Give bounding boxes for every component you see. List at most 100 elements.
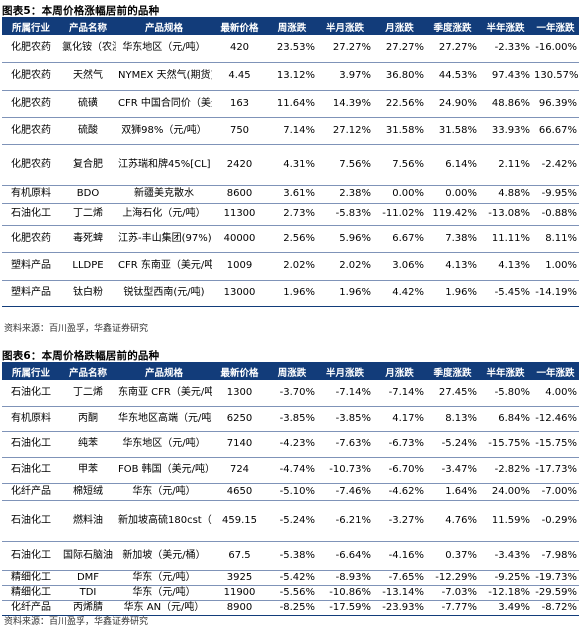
cell-q: 6.14% [426,144,479,186]
column-header: 半年涨跌 [479,363,532,380]
cell-q: 24.90% [426,90,479,118]
cell-w: 7.14% [267,117,317,145]
cell-hm: 3.97% [317,62,373,91]
cell-spec: FOB 韩国（美元/吨） [116,457,212,484]
table-row: 精细化工 TDI 华东（元/吨） 11900 -5.56% -10.86% -13.14% -… [2,585,579,601]
table-row: 化纤产品 棉短绒 华东（元/吨） 4650 -5.10% -7.46% -4.62% 1.64… [2,483,579,501]
cell-price: 40000 [212,225,267,253]
cell-y: -16.00% [532,35,579,63]
cell-w: -5.24% [267,500,317,542]
cell-industry: 化纤产品 [2,483,60,501]
cell-hm: -17.59% [317,600,373,616]
cell-hm: -10.73% [317,457,373,484]
column-header: 周涨跌 [267,18,317,35]
cell-q: 4.76% [426,500,479,542]
cell-industry: 化肥农药 [2,144,60,186]
cell-hm: 2.38% [317,185,373,204]
cell-q: 0.37% [426,541,479,571]
cell-product: 天然气 [60,62,116,91]
table1-title: 图表5：本周价格涨幅居前的品种 [2,5,160,17]
column-header: 产品规格 [116,363,212,380]
cell-industry: 化肥农药 [2,35,60,63]
cell-w: -3.85% [267,406,317,432]
cell-hy: 2.11% [479,144,532,186]
cell-price: 11300 [212,203,267,226]
cell-spec: 华东（元/吨） [116,585,212,601]
cell-product: 国际石脑油 [60,541,116,571]
cell-product: 毒死蜱 [60,225,116,253]
cell-m: -3.27% [373,500,426,542]
cell-industry: 化肥农药 [2,90,60,118]
cell-hm: -3.85% [317,406,373,432]
cell-hm: 27.12% [317,117,373,145]
table-row: 化肥农药氯化铵（农湿）华东地区（元/吨）42023.53%27.27%27.27… [2,35,579,63]
cell-w: 2.73% [267,203,317,226]
cell-hm: -6.21% [317,500,373,542]
cell-product: DMF [60,570,116,586]
cell-m: 27.27% [373,35,426,63]
cell-price: 750 [212,117,267,145]
cell-y: -2.42% [532,144,579,186]
cell-hy: -9.25% [479,570,532,586]
cell-spec: 华东地区高端（元/吨） [116,406,212,432]
cell-y: -17.73% [532,457,579,484]
cell-hy: 4.88% [479,185,532,204]
column-header: 季度涨跌 [426,363,479,380]
column-header: 最新价格 [212,363,267,380]
cell-m: -23.93% [373,600,426,616]
table-row: 石油化工 国际石脑油 新加坡（美元/桶） 67.5 -5.38% -6.64% -4.16%… [2,541,579,571]
table-row: 石油化工燃料油新加坡高硫180cst（美元/吨）459.15-5.24%-6.2… [2,500,579,542]
cell-hm: 27.27% [317,35,373,63]
table-row: 石油化工 甲苯 FOB 韩国（美元/吨） 724 -4.74% -10.73% -6.70%… [2,457,579,484]
cell-w: -5.42% [267,570,317,586]
cell-spec: 华东 AN（元/吨） [116,600,212,616]
cell-hy: 97.43% [479,62,532,91]
cell-hm: -8.93% [317,570,373,586]
column-header: 产品名称 [60,18,116,35]
cell-hm: 2.02% [317,252,373,281]
column-header: 一年涨跌 [532,18,579,35]
cell-y: -8.72% [532,600,579,616]
cell-q: 0.00% [426,185,479,204]
cell-q: 44.53% [426,62,479,91]
cell-y: -0.29% [532,500,579,542]
cell-spec: 东南亚 CFR（美元/吨） [116,380,212,407]
cell-industry: 化肥农药 [2,62,60,91]
cell-hm: -7.63% [317,431,373,458]
cell-spec: 华东地区（元/吨） [116,35,212,63]
cell-price: 1009 [212,252,267,281]
cell-industry: 塑料产品 [2,280,60,307]
cell-hm: -7.46% [317,483,373,501]
cell-y: -7.00% [532,483,579,501]
cell-hy: 33.93% [479,117,532,145]
cell-product: TDI [60,585,116,601]
column-header: 周涨跌 [267,363,317,380]
cell-w: 2.02% [267,252,317,281]
cell-hm: 5.96% [317,225,373,253]
cell-q: -5.24% [426,431,479,458]
table-row: 化肥农药 毒死蜱 江苏-丰山集团(97%) 40000 2.56% 5.96% 6.67% 7… [2,225,579,253]
cell-industry: 化肥农药 [2,117,60,145]
cell-w: 3.61% [267,185,317,204]
cell-industry: 石油化工 [2,380,60,407]
cell-q: -3.47% [426,457,479,484]
table2-title: 图表6：本周价格跌幅居前的品种 [2,350,160,362]
cell-product: 纯苯 [60,431,116,458]
cell-m: 7.56% [373,144,426,186]
column-header: 一年涨跌 [532,363,579,380]
cell-product: BDO [60,185,116,204]
cell-m: -11.02% [373,203,426,226]
cell-y: -12.46% [532,406,579,432]
cell-hy: 6.84% [479,406,532,432]
rising-prices-table: 所属行业 产品名称 产品规格 最新价格 周涨跌 半月涨跌 月涨跌 季度涨跌 半年涨跌 一年涨跌 化… [2,18,579,307]
cell-price: 2420 [212,144,267,186]
cell-product: 燃料油 [60,500,116,542]
table-row: 化肥农药复合肥江苏瑞和牌45%[CL]（元/吨）24204.31%7.56%7.… [2,144,579,186]
column-header: 半月涨跌 [317,18,373,35]
cell-price: 724 [212,457,267,484]
cell-industry: 精细化工 [2,585,60,601]
cell-hm: 7.56% [317,144,373,186]
table-row: 化肥农药 硫酸 双狮98%（元/吨） 750 7.14% 27.12% 31.58% 31.5… [2,117,579,145]
